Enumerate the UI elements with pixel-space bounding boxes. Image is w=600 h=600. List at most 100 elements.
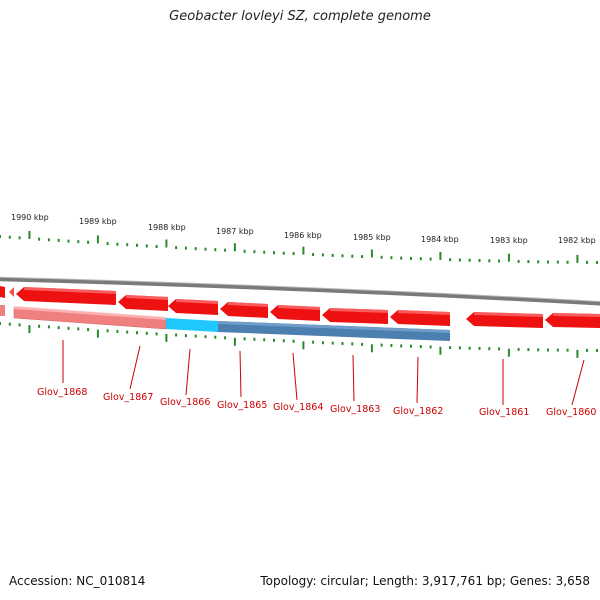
minor-tick — [67, 239, 70, 243]
gene-label: Glov_1861 — [479, 407, 529, 418]
kbp-label: 1983 kbp — [490, 236, 528, 245]
gene-label: Glov_1862 — [393, 406, 443, 417]
minor-tick — [57, 326, 60, 330]
upper-strand-genes — [0, 286, 600, 328]
kbp-label: 1988 kbp — [148, 223, 186, 232]
minor-tick — [155, 245, 158, 248]
minor-tick — [282, 251, 285, 255]
minor-tick — [537, 260, 540, 264]
minor-tick — [488, 347, 491, 351]
major-tick — [96, 235, 99, 244]
minor-tick — [184, 334, 187, 338]
major-tick — [233, 337, 236, 346]
minor-tick — [57, 238, 60, 242]
minor-tick — [106, 329, 109, 333]
kbp-label: 1982 kbp — [558, 236, 596, 245]
minor-tick — [380, 343, 383, 347]
major-tick — [96, 329, 99, 338]
minor-tick — [351, 342, 354, 346]
major-tick — [370, 249, 373, 258]
minor-tick — [116, 329, 119, 333]
major-tick — [165, 239, 168, 248]
minor-tick — [488, 259, 491, 263]
minor-tick — [458, 258, 461, 262]
kbp-label: 1985 kbp — [353, 233, 391, 242]
minor-tick — [331, 253, 334, 257]
minor-tick — [527, 348, 530, 352]
minor-tick — [155, 332, 158, 336]
major-tick — [302, 341, 305, 350]
minor-tick — [145, 331, 148, 335]
minor-tick — [87, 328, 90, 332]
minor-tick — [136, 243, 138, 247]
major-tick — [302, 246, 305, 255]
upper-tick-ruler — [0, 231, 598, 264]
minor-tick — [67, 326, 70, 330]
minor-tick — [126, 243, 129, 247]
minor-tick — [0, 235, 1, 238]
minor-tick — [194, 247, 197, 251]
minor-tick — [361, 342, 364, 346]
minor-tick — [419, 345, 422, 349]
minor-tick — [400, 256, 403, 260]
minor-tick — [106, 242, 109, 246]
minor-tick — [312, 253, 315, 256]
minor-tick — [126, 330, 129, 334]
minor-tick — [224, 248, 227, 252]
minor-tick — [419, 257, 422, 261]
minor-tick — [145, 244, 148, 248]
minor-tick — [204, 335, 207, 339]
minor-tick — [400, 344, 403, 348]
backbone-line — [0, 277, 600, 306]
minor-tick — [253, 250, 256, 254]
minor-tick — [8, 322, 11, 326]
minor-tick — [214, 248, 217, 252]
major-tick — [507, 348, 510, 357]
minor-tick — [449, 258, 452, 262]
minor-tick — [566, 260, 569, 264]
minor-tick — [87, 240, 90, 244]
minor-tick — [224, 336, 227, 340]
kbp-labels: 1990 kbp 1989 kbp 1988 kbp 1987 kbp 1986… — [11, 213, 596, 245]
gene-label: Glov_1863 — [330, 404, 380, 415]
minor-tick — [47, 238, 50, 242]
major-tick — [165, 333, 168, 342]
major-tick — [370, 344, 373, 353]
minor-tick — [361, 255, 364, 259]
minor-tick — [586, 260, 589, 264]
minor-tick — [429, 257, 432, 261]
lower-strand-band — [0, 305, 450, 341]
minor-tick — [547, 348, 549, 352]
minor-tick — [537, 348, 540, 352]
minor-tick — [292, 252, 295, 256]
genome-summary-text: Topology: circular; Length: 3,917,761 bp… — [260, 574, 590, 588]
minor-tick — [449, 346, 452, 350]
major-tick — [233, 243, 236, 252]
major-tick — [439, 251, 442, 260]
lower-tick-ruler — [0, 322, 598, 358]
minor-tick — [263, 338, 266, 342]
minor-tick — [410, 344, 412, 348]
minor-tick — [263, 250, 266, 254]
minor-tick — [595, 261, 598, 264]
minor-tick — [341, 342, 344, 345]
minor-tick — [243, 337, 246, 341]
minor-tick — [321, 341, 324, 345]
minor-tick — [380, 255, 383, 259]
minor-tick — [595, 349, 598, 352]
minor-tick — [527, 260, 530, 264]
minor-tick — [547, 260, 549, 264]
minor-tick — [175, 333, 178, 337]
minor-tick — [556, 260, 559, 264]
minor-tick — [292, 339, 295, 343]
minor-tick — [38, 237, 41, 241]
minor-tick — [273, 338, 275, 342]
minor-tick — [390, 344, 393, 347]
minor-tick — [77, 327, 80, 331]
major-tick — [28, 231, 31, 239]
minor-tick — [253, 337, 256, 341]
minor-tick — [478, 259, 481, 262]
minor-tick — [116, 242, 119, 246]
minor-tick — [390, 256, 393, 260]
